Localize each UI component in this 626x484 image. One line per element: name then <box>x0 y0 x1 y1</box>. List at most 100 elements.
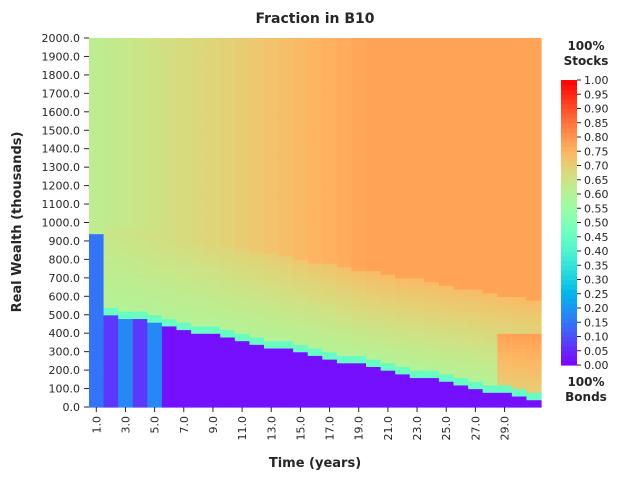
heat-cell <box>191 233 207 238</box>
heat-cell <box>103 384 119 390</box>
heat-cell <box>468 252 484 257</box>
heat-cell <box>366 167 382 172</box>
heat-cell <box>526 252 542 257</box>
heat-cell <box>336 392 353 397</box>
heat-cell <box>336 366 353 371</box>
heat-cell <box>89 333 105 338</box>
heat-cell <box>147 240 163 246</box>
heat-cell <box>118 56 134 61</box>
heat-cell <box>468 218 484 224</box>
heat-cell <box>161 71 178 76</box>
heat-cell <box>278 362 294 368</box>
heat-cell <box>249 133 265 139</box>
heat-cell <box>409 130 425 135</box>
heat-cell <box>366 355 382 360</box>
y-tick-label: 1100.0 <box>42 198 81 211</box>
heat-cell <box>205 366 221 371</box>
heat-cell <box>89 71 105 76</box>
heat-cell <box>409 60 425 65</box>
heat-cell <box>497 355 513 360</box>
heat-cell <box>132 100 148 106</box>
heat-cell <box>118 63 134 69</box>
heat-cell <box>89 340 105 345</box>
heat-cell <box>438 141 455 146</box>
heat-cell <box>205 233 221 238</box>
heat-cell <box>497 41 513 46</box>
colorbar-swatch <box>561 156 577 162</box>
heat-cell <box>263 85 280 91</box>
heat-cell <box>278 237 294 242</box>
heat-cell <box>497 336 513 342</box>
heat-cell <box>89 119 105 124</box>
heat-cell <box>526 189 542 194</box>
heat-cell <box>132 71 148 76</box>
heat-cell <box>438 108 455 113</box>
heat-cell <box>395 63 411 69</box>
heat-cell <box>103 277 119 283</box>
heat-cell <box>511 233 528 238</box>
heat-cell <box>380 377 396 382</box>
heat-cell <box>336 178 353 183</box>
heat-cell <box>307 377 323 382</box>
heat-cell <box>278 204 294 209</box>
heat-cell <box>220 207 236 213</box>
heat-cell <box>132 122 148 128</box>
heat-cell <box>161 340 178 345</box>
heat-cell <box>234 45 250 50</box>
x-tick-label: 17.0 <box>324 416 337 441</box>
heat-cell <box>424 145 440 150</box>
heat-cell <box>278 351 294 356</box>
heat-cell <box>409 148 425 153</box>
heat-cell <box>307 381 323 386</box>
heat-cell <box>468 233 484 238</box>
heat-cell <box>118 192 134 198</box>
heat-cell <box>395 137 411 142</box>
heat-cell <box>307 311 323 316</box>
heat-cell <box>526 381 542 386</box>
heat-cell <box>234 178 250 183</box>
heat-cell <box>438 233 455 238</box>
heat-cell <box>351 170 367 176</box>
heat-cell <box>103 174 119 179</box>
heat-cell <box>147 377 163 382</box>
heat-cell <box>191 133 207 139</box>
heat-cell <box>249 85 265 91</box>
heat-cell <box>380 49 396 54</box>
heat-cell <box>293 388 309 393</box>
heat-cell <box>453 340 469 345</box>
colorbar-swatch <box>561 303 577 309</box>
heat-cell <box>147 270 163 275</box>
heat-cell <box>468 156 484 161</box>
heat-cell <box>409 266 425 272</box>
heat-cell <box>409 126 425 131</box>
heat-cell <box>89 163 105 168</box>
heat-cell <box>380 163 396 168</box>
heat-cell <box>293 285 309 290</box>
heat-cell <box>263 104 280 109</box>
heat-cell <box>453 119 469 124</box>
heat-cell <box>205 388 221 393</box>
heat-cell <box>395 233 411 238</box>
heat-cell <box>511 215 528 220</box>
heat-cell <box>103 340 119 345</box>
heat-cell <box>395 381 411 386</box>
heat-cell <box>249 148 265 153</box>
heat-cell <box>249 355 265 360</box>
colorbar-tick-label: 0.55 <box>584 202 609 215</box>
heat-cell <box>322 178 338 183</box>
heat-cell <box>453 207 469 213</box>
heat-cell <box>161 167 178 172</box>
heat-cell <box>132 152 148 157</box>
heat-cell <box>89 78 105 83</box>
heat-cell <box>511 163 528 168</box>
heat-cell <box>468 178 484 183</box>
heat-cell <box>395 167 411 172</box>
heat-cell <box>511 373 528 379</box>
heat-cell <box>336 311 353 316</box>
heat-cell <box>191 45 207 50</box>
heat-cell <box>176 174 192 179</box>
heat-cell <box>424 233 440 238</box>
heat-cell <box>409 399 425 404</box>
heat-cell <box>366 89 382 94</box>
heat-cell <box>526 200 542 205</box>
